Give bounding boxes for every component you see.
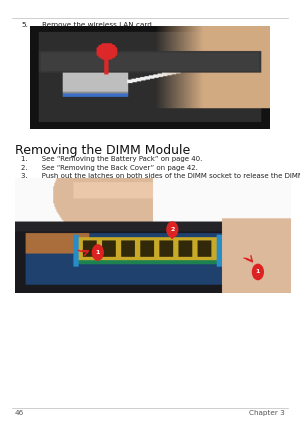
Circle shape <box>253 264 263 279</box>
Text: 46: 46 <box>15 410 24 416</box>
Text: 3.  Push out the latches on both sides of the DIMM socket to release the DIMM.: 3. Push out the latches on both sides of… <box>21 173 300 179</box>
Text: 1: 1 <box>96 250 100 255</box>
Text: 2.  See “Removing the Back Cover” on page 42.: 2. See “Removing the Back Cover” on page… <box>21 165 198 170</box>
Text: 2: 2 <box>170 227 175 232</box>
Text: 5.: 5. <box>21 22 28 28</box>
Text: 1.  See “Removing the Battery Pack” on page 40.: 1. See “Removing the Battery Pack” on pa… <box>21 156 202 162</box>
Circle shape <box>92 245 103 260</box>
Text: 1: 1 <box>256 270 260 274</box>
Text: Chapter 3: Chapter 3 <box>249 410 285 416</box>
Text: Removing the DIMM Module: Removing the DIMM Module <box>15 144 190 157</box>
Text: Remove the wireless LAN card.: Remove the wireless LAN card. <box>42 22 154 28</box>
Circle shape <box>167 222 178 237</box>
